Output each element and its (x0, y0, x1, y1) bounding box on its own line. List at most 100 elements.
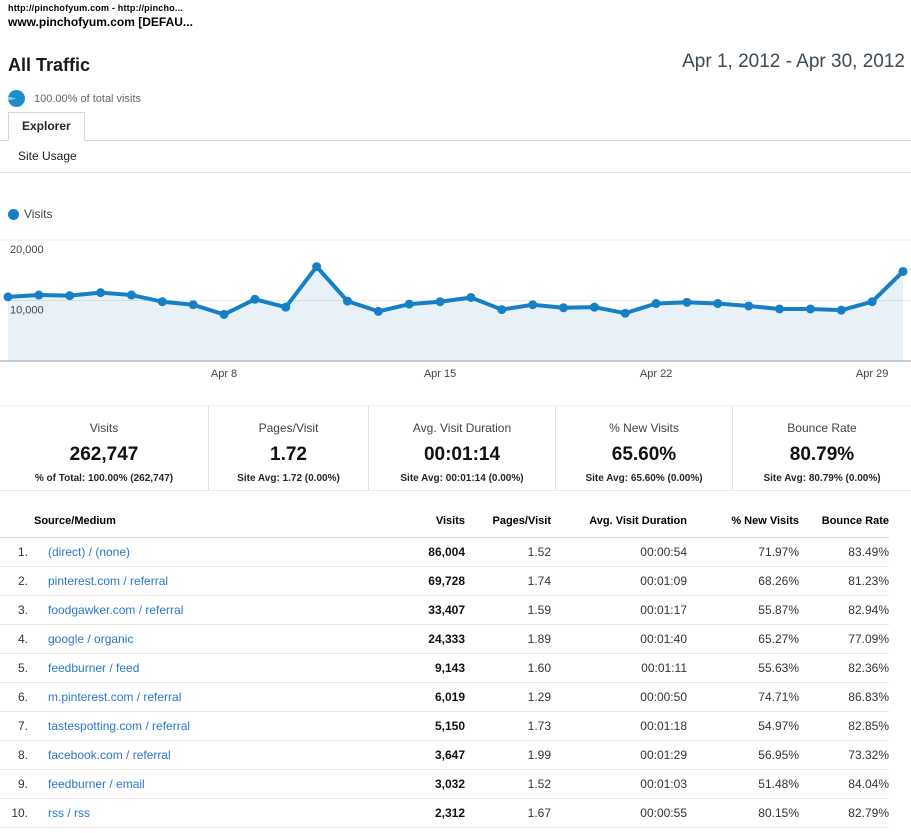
table-row: 6. m.pinterest.com / referral 6,019 1.29 00:… (0, 682, 889, 712)
row-avg-duration: 00:01:40 (551, 624, 687, 654)
data-point[interactable] (559, 303, 569, 313)
row-pages-visit: 1.99 (465, 740, 551, 770)
row-rank: 7. (0, 711, 34, 741)
data-point[interactable] (312, 262, 322, 272)
row-pages-visit: 1.29 (465, 682, 551, 712)
row-visits: 33,407 (373, 595, 465, 625)
row-rank: 3. (0, 595, 34, 625)
source-medium-link[interactable]: pinterest.com / referral (48, 574, 169, 588)
data-point[interactable] (805, 304, 815, 314)
row-visits: 24,333 (373, 624, 465, 654)
source-medium-link[interactable]: facebook.com / referral (48, 748, 171, 762)
data-point[interactable] (3, 292, 13, 302)
data-point[interactable] (497, 305, 507, 315)
row-visits: 3,032 (373, 769, 465, 799)
source-medium-link[interactable]: tastespotting.com / referral (48, 719, 191, 733)
header-bounce-rate[interactable]: Bounce Rate (799, 504, 889, 538)
row-pct-new-visits: 55.63% (687, 653, 799, 683)
header-visits[interactable]: Visits (373, 504, 465, 538)
data-point[interactable] (775, 304, 785, 314)
visits-series-dot-icon (8, 208, 19, 220)
header-source-medium[interactable]: Source/Medium (34, 504, 373, 538)
data-point[interactable] (682, 297, 692, 307)
profile-name: www.pinchofyum.com [DEFAU... (8, 15, 193, 29)
tab-explorer[interactable]: Explorer (8, 112, 85, 141)
table-row: 8. facebook.com / referral 3,647 1.99 00:01:… (0, 740, 889, 770)
source-medium-link[interactable]: m.pinterest.com / referral (48, 690, 182, 704)
data-point[interactable] (96, 288, 106, 298)
data-point[interactable] (466, 292, 476, 302)
x-axis-label: Apr 8 (211, 368, 237, 380)
row-visits: 3,647 (373, 740, 465, 770)
metric-value: 262,747 (69, 444, 139, 465)
row-avg-duration: 00:01:09 (551, 566, 687, 596)
table-row: 7. tastespotting.com / referral 5,150 1.73 0… (0, 711, 889, 741)
data-point[interactable] (157, 297, 167, 307)
data-point[interactable] (34, 290, 44, 300)
row-rank: 8. (0, 740, 34, 770)
data-point[interactable] (528, 300, 538, 310)
data-point[interactable] (867, 297, 877, 307)
data-point[interactable] (281, 302, 291, 312)
row-visits: 9,143 (373, 653, 465, 683)
data-point[interactable] (65, 291, 75, 301)
header-rank (0, 504, 34, 538)
source-medium-link[interactable]: (direct) / (none) (48, 545, 131, 559)
source-medium-link[interactable]: feedburner / email (48, 777, 145, 791)
metric-value: 80.79% (789, 444, 855, 465)
row-pages-visit: 1.67 (465, 798, 551, 828)
data-point[interactable] (836, 305, 846, 315)
data-point[interactable] (651, 299, 661, 309)
row-bounce-rate: 82.36% (799, 653, 889, 683)
row-rank: 1. (0, 537, 34, 567)
row-avg-duration: 00:01:11 (551, 653, 687, 683)
row-source: rss / rss (34, 798, 373, 828)
row-pct-new-visits: 54.97% (687, 711, 799, 741)
row-source: feedburner / email (34, 769, 373, 799)
data-point[interactable] (219, 309, 229, 319)
data-point[interactable] (126, 290, 136, 300)
data-point[interactable] (589, 302, 599, 312)
source-medium-link[interactable]: feedburner / feed (48, 661, 140, 675)
row-avg-duration: 00:01:17 (551, 595, 687, 625)
row-bounce-rate: 77.09% (799, 624, 889, 654)
visits-line (6, 264, 905, 317)
data-point[interactable] (404, 299, 414, 309)
source-medium-link[interactable]: foodgawker.com / referral (48, 603, 184, 617)
metric-subtext: Site Avg: 1.72 (0.00%) (237, 473, 340, 484)
data-point[interactable] (713, 299, 723, 309)
data-point[interactable] (188, 300, 198, 310)
row-avg-duration: 00:01:03 (551, 769, 687, 799)
header-pages-visit[interactable]: Pages/Visit (465, 504, 551, 538)
subtab-site-usage[interactable]: Site Usage (18, 149, 77, 163)
row-rank: 9. (0, 769, 34, 799)
data-point[interactable] (342, 296, 352, 306)
metric-value: 65.60% (611, 444, 677, 465)
row-pages-visit: 1.60 (465, 653, 551, 683)
table-row: 2. pinterest.com / referral 69,728 1.74 00:0… (0, 566, 889, 596)
data-point[interactable] (435, 297, 445, 307)
data-point[interactable] (373, 306, 383, 316)
x-axis-label: Apr 29 (856, 368, 888, 380)
chart-canvas[interactable]: 10,000 20,000 Apr 8 Apr 15 Apr 22 Apr 29 (0, 228, 911, 383)
data-point[interactable] (898, 266, 908, 276)
source-medium-link[interactable]: google / organic (48, 632, 134, 646)
data-point[interactable] (744, 301, 754, 311)
header-pct-new-visits[interactable]: % New Visits (687, 504, 799, 538)
row-avg-duration: 00:00:55 (551, 798, 687, 828)
total-visits-share: 100.00% of total visits (8, 90, 141, 107)
row-avg-duration: 00:01:18 (551, 711, 687, 741)
data-point[interactable] (250, 294, 260, 304)
metric-label: Pages/Visit (258, 421, 319, 435)
date-range-selector[interactable]: Apr 1, 2012 - Apr 30, 2012 (682, 51, 905, 72)
source-medium-link[interactable]: rss / rss (48, 806, 90, 820)
header-avg-visit-duration[interactable]: Avg. Visit Duration (551, 504, 687, 538)
row-avg-duration: 00:00:50 (551, 682, 687, 712)
metric-subtext: Site Avg: 80.79% (0.00%) (763, 473, 881, 484)
visits-line-chart[interactable]: 10,000 20,000 Apr 8 Apr 15 Apr 22 Apr 29 (0, 228, 911, 383)
metric-avg-visit-duration: Avg. Visit Duration 00:01:14 Site Avg: 00:… (368, 406, 555, 490)
metric-label: % New Visits (609, 421, 679, 435)
data-point[interactable] (620, 308, 630, 318)
y-axis-label: 20,000 (10, 244, 44, 256)
window-source-header: http://pinchofyum.com - http://pincho...… (8, 3, 193, 29)
